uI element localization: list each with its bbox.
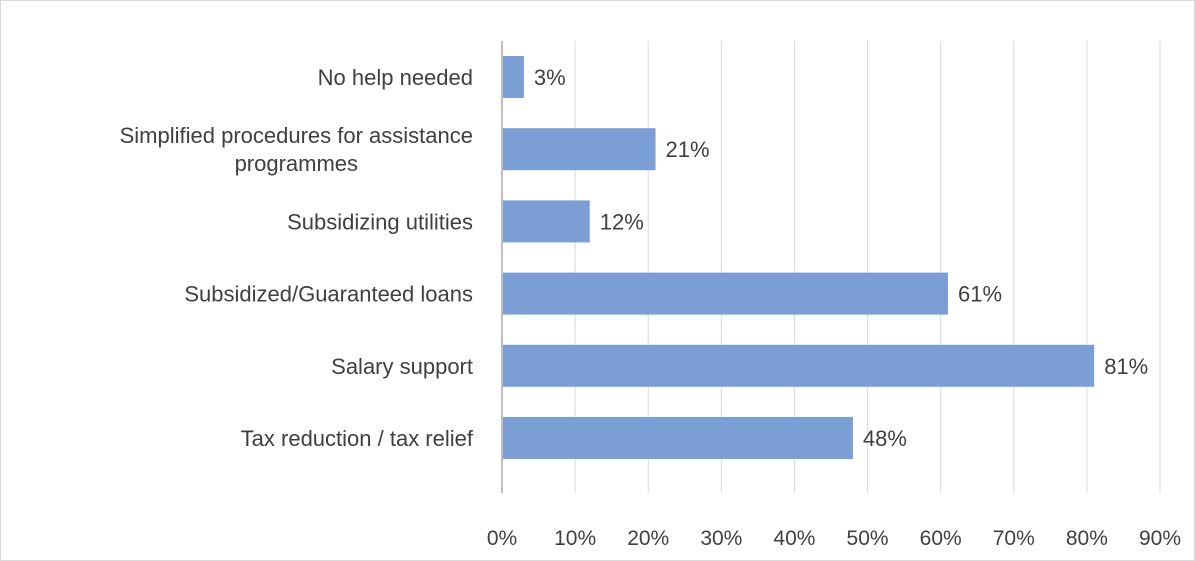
bar-2	[502, 200, 590, 243]
x-tick-label: 0%	[487, 527, 517, 550]
x-tick-label: 10%	[554, 527, 596, 550]
x-tick-label: 20%	[627, 527, 669, 550]
x-tick-label: 40%	[773, 527, 815, 550]
data-label: 81%	[1104, 354, 1148, 379]
data-label: 61%	[958, 282, 1002, 307]
bar-5	[502, 417, 853, 459]
labels: 0% 10% 20% 30% 40% 50% 60% 70% 80% 90% 3% No help n…	[120, 65, 1181, 550]
category-label: Subsidizing utilities	[287, 209, 473, 234]
bar-1	[502, 128, 656, 171]
x-tick-label: 70%	[993, 527, 1035, 550]
bars	[502, 56, 1095, 459]
category-label: Subsidized/Guaranteed loans	[184, 282, 473, 307]
x-tick-label: 80%	[1066, 527, 1108, 550]
data-label: 21%	[666, 137, 710, 162]
x-tick-label: 30%	[700, 527, 742, 550]
data-label: 48%	[863, 426, 907, 451]
category-label: Tax reduction / tax relief	[241, 426, 474, 451]
data-label: 3%	[534, 65, 566, 90]
x-tick-label: 60%	[920, 527, 962, 550]
bar-3	[502, 272, 948, 315]
x-tick-label: 90%	[1139, 527, 1181, 550]
bar-4	[502, 344, 1095, 387]
category-label: Simplified procedures for assistance prog…	[120, 123, 473, 176]
data-label: 12%	[600, 209, 644, 234]
x-tick-label: 50%	[847, 527, 889, 550]
gridlines	[574, 41, 1161, 493]
bar-0	[502, 56, 524, 98]
category-label: No help needed	[318, 65, 473, 90]
category-label: Salary support	[331, 354, 473, 379]
